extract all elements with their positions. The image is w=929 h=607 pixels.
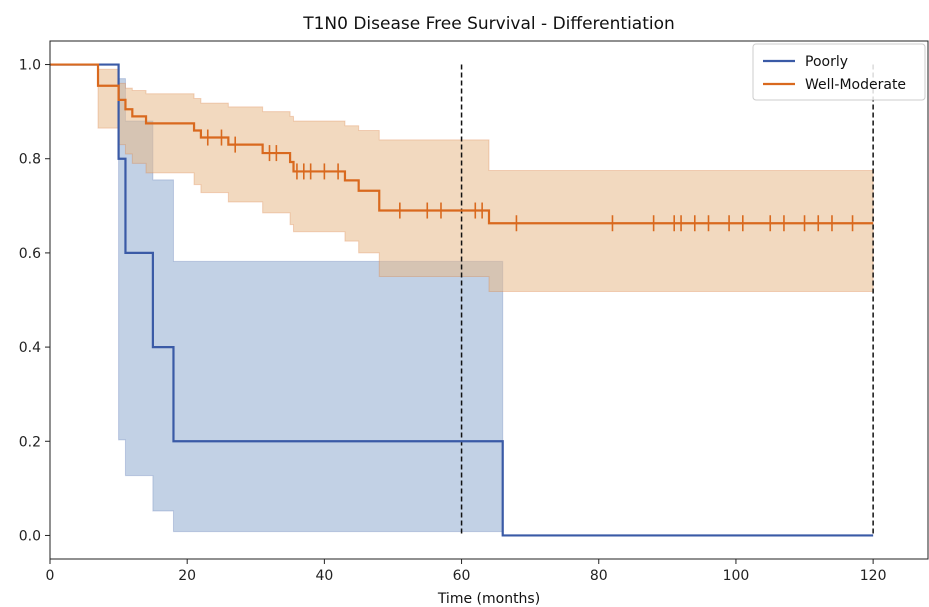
y-tick-label: 0.4 xyxy=(19,340,41,356)
y-tick-label: 0.6 xyxy=(19,246,41,262)
y-tick-label: 0.2 xyxy=(19,434,41,450)
legend-label-0: Poorly xyxy=(805,54,848,70)
x-tick-label: 80 xyxy=(590,568,608,584)
plot-area xyxy=(50,63,874,537)
x-tick-label: 100 xyxy=(723,568,750,584)
legend-label-1: Well-Moderate xyxy=(805,77,906,93)
survival-line-1 xyxy=(50,63,874,225)
x-axis-label: Time (months) xyxy=(437,591,540,607)
x-tick-label: 20 xyxy=(178,568,196,584)
x-tick-label: 60 xyxy=(453,568,471,584)
y-tick-label: 1.0 xyxy=(19,58,41,74)
survival-line-0 xyxy=(50,63,874,537)
axes-frame xyxy=(49,40,929,560)
x-tick-label: 0 xyxy=(46,568,55,584)
axes: 0 20 40 60 80 100 120 0.0 0.2 0.4 0.6 0.8 1.0 xyxy=(19,40,929,584)
y-tick-label: 0.0 xyxy=(19,528,41,544)
legend: Poorly Well-Moderate xyxy=(752,43,926,101)
y-tick-label: 0.8 xyxy=(19,152,41,168)
legend-box xyxy=(752,43,926,101)
x-tick-label: 120 xyxy=(860,568,887,584)
chart-title: T1N0 Disease Free Survival - Differentia… xyxy=(302,14,675,34)
x-tick-label: 40 xyxy=(315,568,333,584)
